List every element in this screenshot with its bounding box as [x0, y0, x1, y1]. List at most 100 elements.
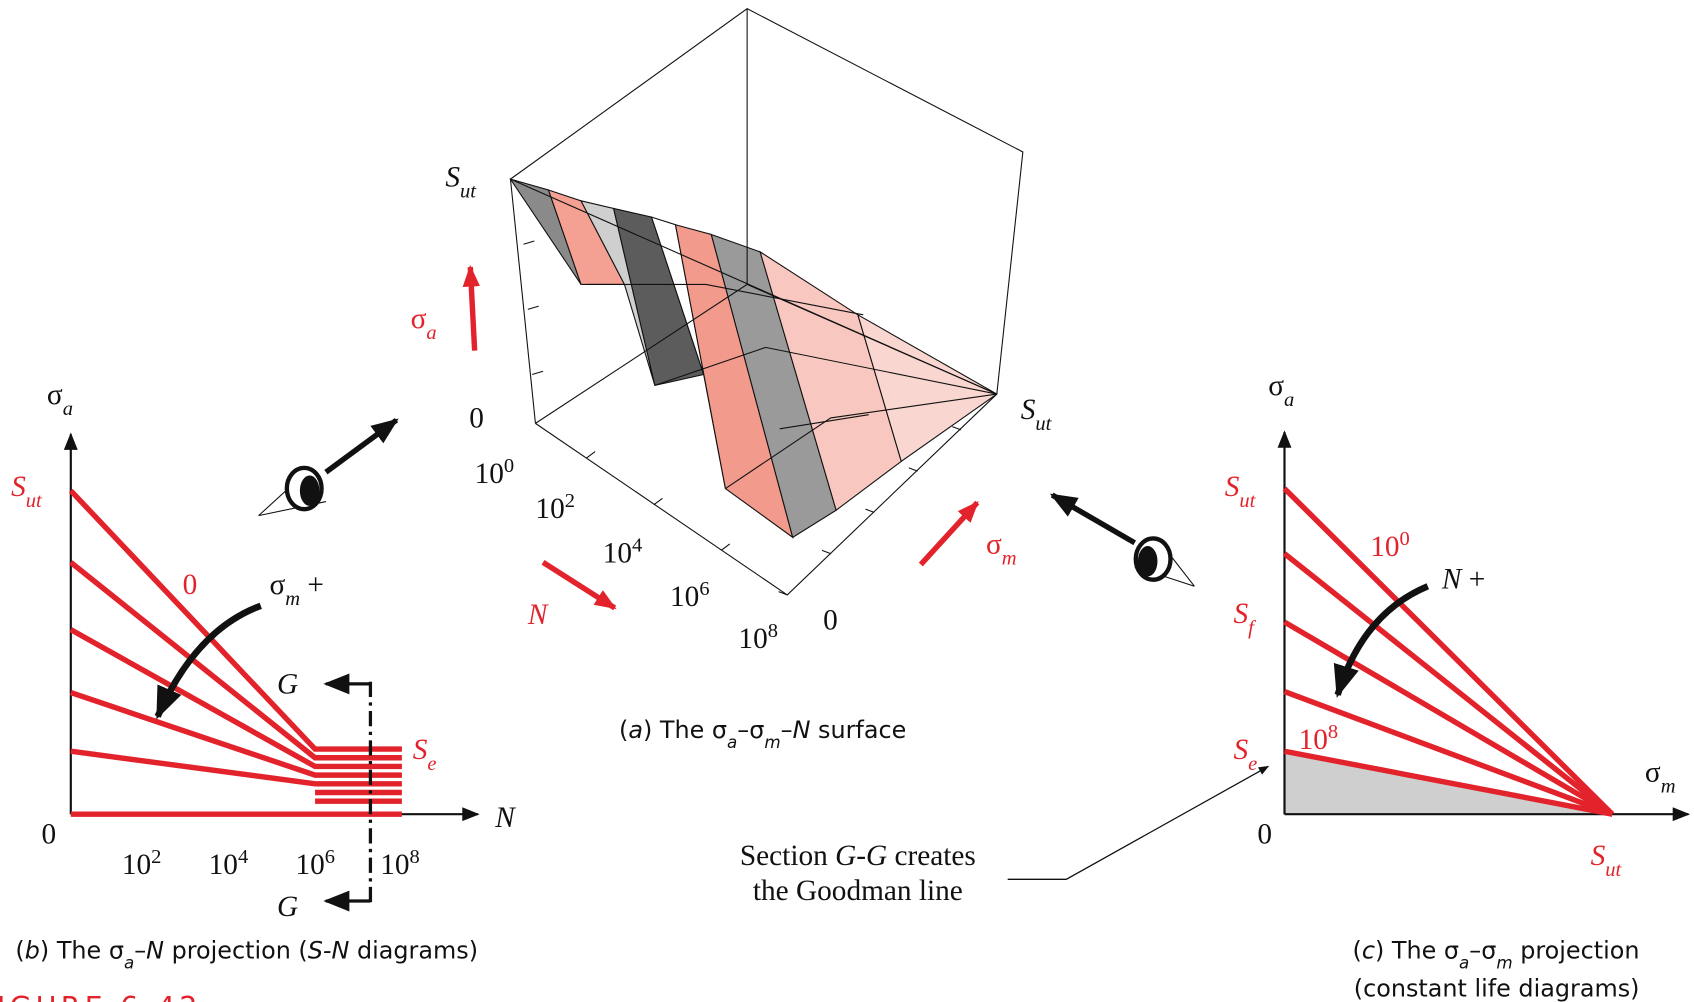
label: σm	[986, 529, 1017, 570]
text-run: 10	[1370, 531, 1399, 563]
text-run: 4	[238, 846, 248, 868]
label: 104	[209, 846, 249, 881]
text-run: 0	[183, 569, 198, 601]
text-run: 10	[738, 623, 767, 655]
sn-lines-part	[71, 693, 402, 776]
text-run: σ	[411, 303, 427, 335]
text-run: ut	[1239, 490, 1256, 512]
label: Section G-G creates	[740, 840, 976, 872]
text-run: S	[1591, 840, 1606, 872]
text-run: N	[494, 802, 516, 834]
text-run: projection (	[164, 937, 308, 965]
text-run: N	[146, 937, 164, 965]
text-run: σ	[749, 716, 764, 744]
text-run: G	[277, 891, 298, 923]
text-run: 8	[409, 846, 419, 868]
text-run: σ	[986, 529, 1002, 561]
text-run: 10	[209, 849, 238, 881]
text-run: 10	[535, 493, 564, 525]
label: 100	[475, 455, 515, 490]
text-run: m	[1496, 953, 1512, 973]
label: σa	[411, 303, 437, 344]
label: σa	[1268, 370, 1294, 411]
label: 102	[122, 846, 162, 881]
text-run: m	[764, 732, 780, 752]
text-run: –	[737, 716, 749, 744]
text-run: ut	[26, 490, 43, 512]
text-run: 0	[504, 455, 514, 477]
label: Sut	[1021, 394, 1053, 435]
text-run: σ	[269, 569, 285, 601]
text-run: 2	[151, 846, 161, 868]
text-run: σ	[1645, 757, 1661, 789]
eye-left-part	[300, 475, 320, 505]
label: Sut	[11, 471, 43, 512]
text-run: S	[1233, 734, 1248, 766]
eye-left	[259, 420, 397, 516]
labels: Sut σa 0 100 102 104 106 108 0 Sut N σm …	[0, 162, 1676, 1002]
text-run: a	[727, 732, 737, 752]
text-run: e	[427, 753, 436, 775]
text-run: S	[1225, 471, 1240, 503]
text-run: the Goodman line	[753, 875, 963, 907]
label: Sut	[1225, 471, 1257, 512]
box-3d-part	[510, 179, 535, 423]
label: Sf	[1233, 598, 1257, 639]
text-run: ut	[1035, 413, 1052, 435]
text-run: σ	[1444, 937, 1459, 965]
label: G	[277, 669, 298, 701]
text-run: m	[1002, 548, 1017, 570]
text-run: projection	[1513, 937, 1640, 965]
text-run: 10	[122, 849, 151, 881]
label: 0	[469, 403, 484, 435]
text-run: (	[1353, 937, 1362, 965]
text-run: m	[1661, 776, 1676, 798]
red-arrows-part	[921, 503, 977, 565]
text-run: +	[300, 569, 324, 601]
label: 102	[535, 490, 575, 525]
label: 106	[296, 846, 336, 881]
label: Sut	[1591, 840, 1623, 881]
label: Sut	[445, 162, 477, 203]
text-run: c	[1362, 937, 1375, 965]
text-run: –	[1469, 937, 1481, 965]
text-run: a	[124, 953, 134, 973]
label: 0	[1257, 819, 1272, 851]
surface-3d	[510, 179, 996, 537]
text-run: (	[619, 716, 628, 744]
text-run: 10	[1299, 724, 1328, 756]
text-run: a	[426, 322, 436, 344]
label: the Goodman line	[753, 875, 963, 907]
text-run: ) The	[643, 716, 712, 744]
text-run: 0	[1400, 528, 1410, 550]
label: 106	[670, 578, 710, 613]
label: N	[494, 802, 516, 834]
text-run: diagrams)	[349, 937, 478, 965]
sn-lines	[71, 491, 402, 815]
text-run: m	[285, 588, 300, 610]
text-run: σ	[47, 379, 63, 411]
text-run: 6	[699, 578, 709, 600]
text-run: a	[1284, 389, 1294, 411]
text-run: S	[1021, 394, 1036, 426]
label: 0	[41, 819, 56, 851]
text-run: 0	[469, 403, 484, 435]
label: σm +	[269, 569, 323, 610]
text-run: ut	[1605, 859, 1622, 881]
text-run: –	[134, 937, 146, 965]
text-run: a	[63, 398, 73, 420]
text-run: σ	[109, 937, 124, 965]
text-run: S	[11, 471, 26, 503]
label: 0	[823, 605, 838, 637]
section-gg	[158, 606, 371, 903]
label: 108	[738, 620, 778, 655]
label: 104	[603, 534, 643, 569]
text-run: 0	[823, 605, 838, 637]
eye-right-part	[1138, 546, 1158, 576]
text-run: a	[628, 716, 643, 744]
label: 100	[1370, 528, 1410, 563]
text-run: 10	[475, 458, 504, 490]
text-run: S-N	[308, 937, 350, 965]
text-run: b	[25, 937, 40, 965]
text-run: G-G	[835, 840, 887, 872]
